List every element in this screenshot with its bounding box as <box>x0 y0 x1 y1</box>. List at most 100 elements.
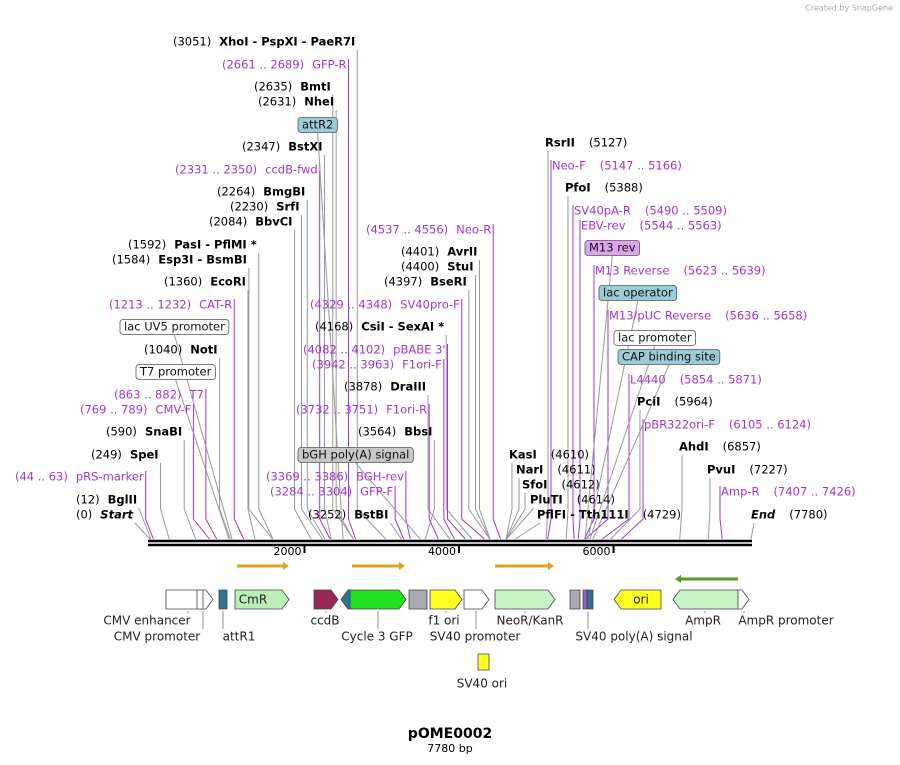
feature-leader <box>317 132 344 540</box>
feature-label: SV40 ori <box>457 677 508 691</box>
enzyme-site: (2635) <box>254 80 292 94</box>
primer-name: EBV-rev <box>581 219 626 233</box>
feature-label: Cycle 3 GFP <box>341 630 413 644</box>
feature-shape <box>202 589 214 610</box>
primer-name: GFP-R <box>312 58 346 72</box>
enzyme-site: (1584) <box>112 253 150 267</box>
enzyme-leader <box>445 335 473 540</box>
primer-leader <box>233 299 245 540</box>
enzyme-leader <box>478 260 491 540</box>
feature-label: f1 ori <box>428 614 459 628</box>
primer-name: GFP-F <box>360 485 393 499</box>
enzyme-name: PflFI - Tth111I <box>537 508 629 522</box>
primer-leader <box>621 419 644 540</box>
enzyme-leader <box>545 151 549 540</box>
enzyme-site: (4614) <box>577 493 615 507</box>
enzyme-name: CsiI - SexAI * <box>361 320 444 334</box>
enzyme-leader <box>324 155 332 540</box>
feature-leader <box>589 345 656 540</box>
enzyme-name: PluTI <box>530 493 563 507</box>
feature-box-label: M13 rev <box>589 241 636 255</box>
primer-name: BGH-rev <box>356 470 404 484</box>
enzyme-leader <box>750 522 755 540</box>
primer-range: (5623 .. 5639) <box>683 264 765 278</box>
primer-name: M13/pUC Reverse <box>609 309 711 323</box>
primer-name: Neo-F <box>552 159 586 173</box>
enzyme-name: SfoI <box>522 478 547 492</box>
credit: Created by SnapGene <box>805 4 893 13</box>
primer-range: (5490 .. 5509) <box>645 204 727 218</box>
enzyme-name: BbsI <box>404 425 432 439</box>
primer-range: (44 .. 63) <box>15 470 68 484</box>
primer-name: pBR322ori-F <box>644 418 715 432</box>
feature-leader <box>175 379 230 540</box>
enzyme-leader <box>134 522 151 540</box>
feature-box-label: bGH poly(A) signal <box>302 448 409 462</box>
feature-box <box>119 319 230 335</box>
enzyme-site: (3564) <box>358 425 396 439</box>
primer-name: CMV-F <box>156 403 192 417</box>
feature-label: AmpR promoter <box>738 614 833 628</box>
feature-box <box>617 349 721 365</box>
enzyme-leader <box>138 508 152 540</box>
primer-range: (2331 .. 2350) <box>175 163 257 177</box>
enzyme-leader <box>160 463 170 540</box>
feature-leader <box>355 462 421 540</box>
enzyme-name: SrfI <box>276 200 299 214</box>
feature-shape <box>349 589 407 610</box>
primer-name: F1ori-R <box>386 403 427 417</box>
enzyme-name: PfoI <box>565 181 591 195</box>
primer-range: (3369 .. 3386) <box>266 470 348 484</box>
enzyme-name: XhoI - PspXI - PaeR7I <box>219 35 355 49</box>
feature-shape <box>313 589 339 610</box>
feature-leader <box>592 364 670 540</box>
enzyme-leader <box>183 440 197 540</box>
ruler-label: 2000 <box>273 545 301 558</box>
enzyme-name: NotI <box>190 343 217 357</box>
enzyme-leader <box>515 522 541 540</box>
enzyme-name: AhdI <box>679 440 709 454</box>
map-title: pOME0002 <box>408 726 492 742</box>
enzyme-site: (2347) <box>242 140 280 154</box>
enzyme-name: DraIII <box>390 380 426 394</box>
enzyme-name: StuI <box>447 260 473 274</box>
primer-leader <box>492 224 501 540</box>
enzyme-name: BseRI <box>430 275 467 289</box>
feature-leader <box>584 255 613 540</box>
enzyme-leader <box>332 95 354 540</box>
enzyme-name: Start <box>100 508 133 522</box>
primer-leader <box>577 220 581 540</box>
feature-box <box>297 117 338 133</box>
enzyme-name: Esp3I - BsmBI <box>158 253 247 267</box>
enzyme-leader <box>356 50 387 540</box>
enzyme-leader <box>335 110 354 540</box>
feature-box-label: lac promoter <box>618 331 692 345</box>
primer-range: (2661 .. 2689) <box>222 58 304 72</box>
enzyme-leader <box>424 440 435 540</box>
feature-label: NeoR/KanR <box>496 614 563 628</box>
feature-shape <box>429 589 463 610</box>
feature-label: attR1 <box>223 630 256 644</box>
enzyme-leader <box>565 196 569 540</box>
primer-leader <box>348 59 357 540</box>
primer-leader <box>447 344 466 540</box>
enzyme-site: (4611) <box>557 463 595 477</box>
primer-range: (6105 .. 6124) <box>729 418 811 432</box>
feature-shape <box>569 589 581 610</box>
enzyme-site: (590) <box>106 425 137 439</box>
primer-leader <box>145 471 154 540</box>
enzyme-leader <box>301 215 323 540</box>
primer-name: CAT-R <box>199 298 232 312</box>
enzyme-name: SnaBI <box>145 425 182 439</box>
enzyme-name: BglII <box>108 493 138 507</box>
primer-range: (863 .. 882) <box>114 388 182 402</box>
primer-leader <box>192 404 210 540</box>
feature-shape <box>586 589 594 610</box>
enzyme-name: BmtI <box>300 80 331 94</box>
feature-shape <box>672 589 739 610</box>
feature-box <box>584 240 640 256</box>
enzyme-site: (4401) <box>401 245 439 259</box>
primer-leader <box>461 299 485 540</box>
enzyme-leader <box>707 478 711 540</box>
enzyme-leader <box>505 478 520 540</box>
